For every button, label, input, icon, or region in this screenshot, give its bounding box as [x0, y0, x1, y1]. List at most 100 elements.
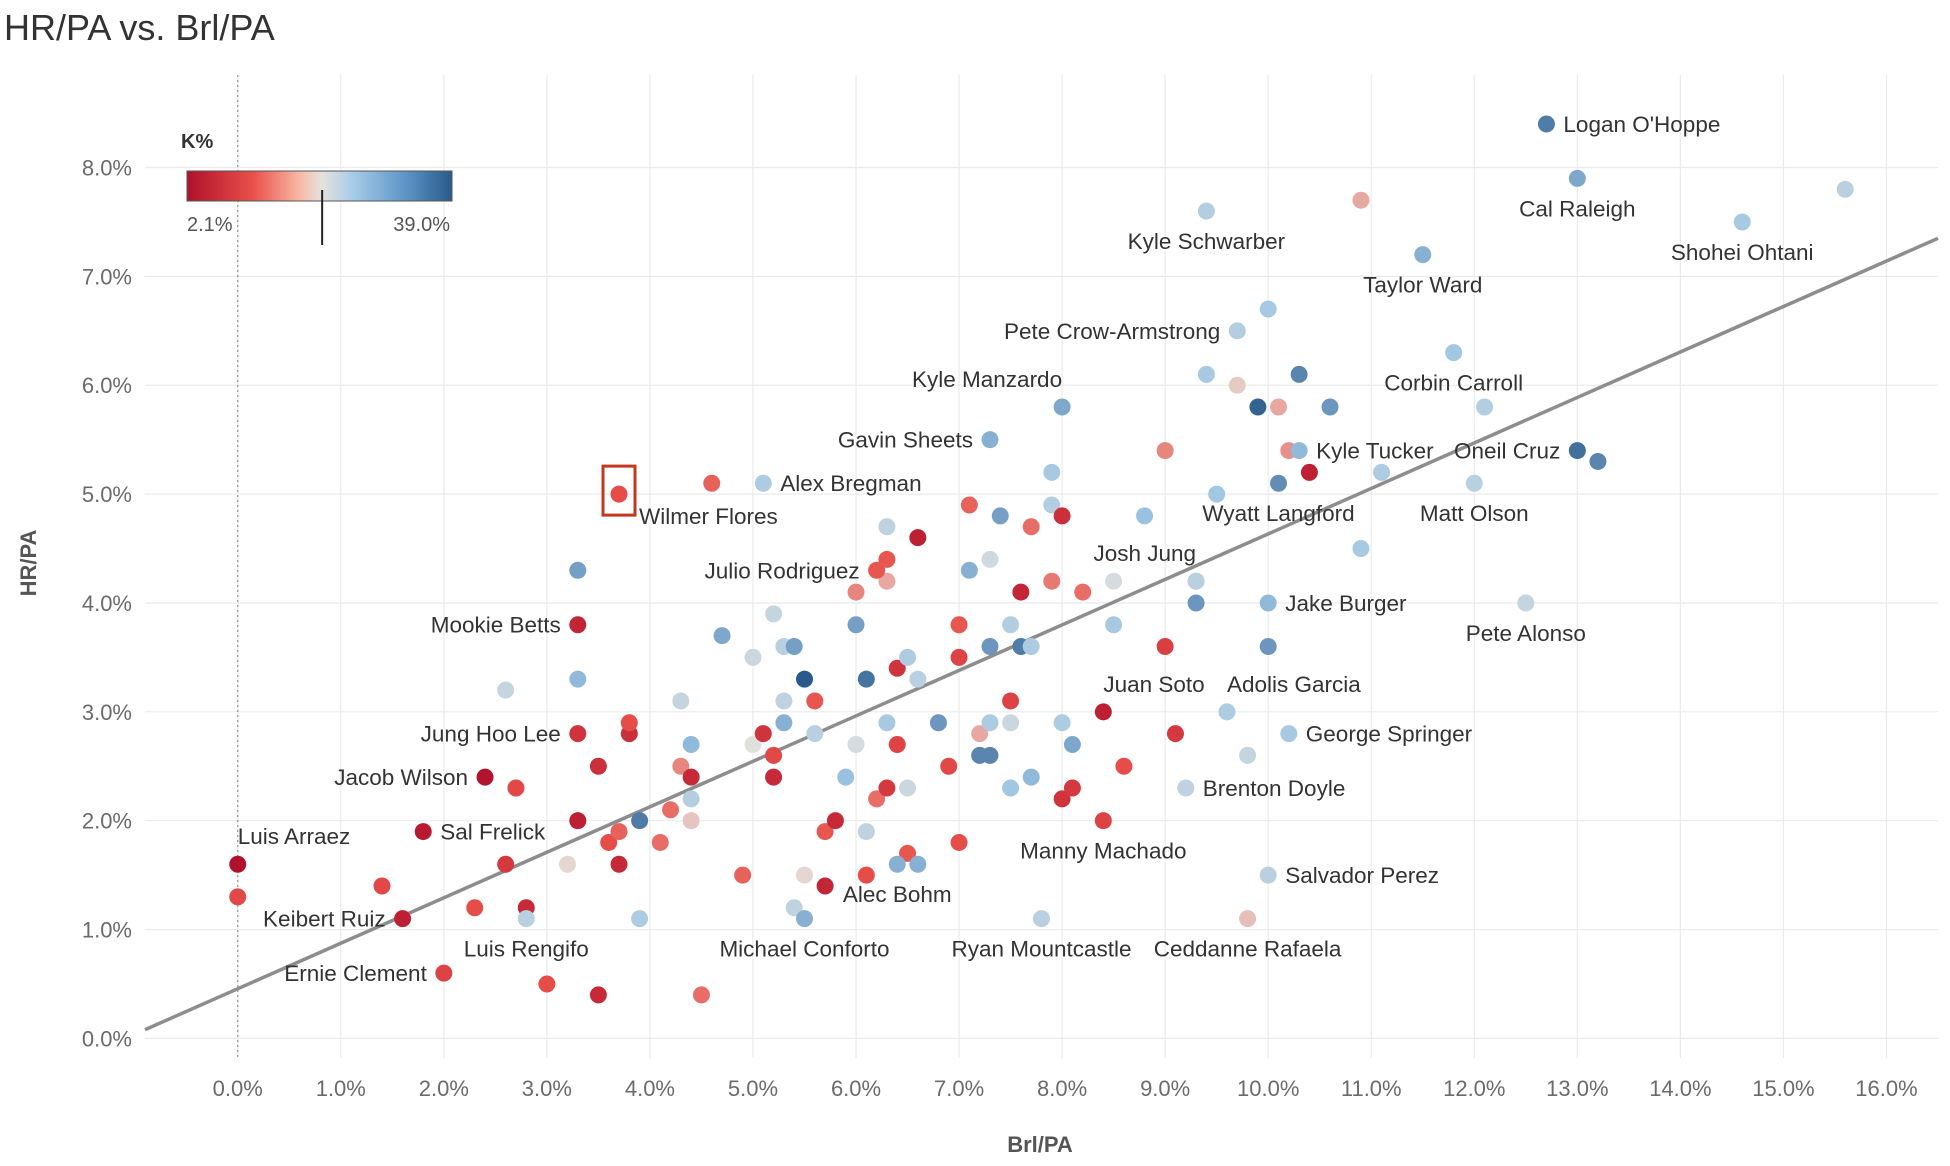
data-point[interactable] [229, 888, 247, 906]
data-point[interactable] [909, 670, 927, 688]
data-point[interactable] [899, 648, 917, 666]
data-point-adolis-garcia[interactable] [1218, 703, 1236, 721]
data-point[interactable] [1476, 398, 1494, 416]
data-point-george-springer[interactable] [1280, 725, 1298, 743]
data-point-jung-hoo-lee[interactable] [569, 725, 587, 743]
data-point-matt-olson[interactable] [1465, 474, 1483, 492]
data-point[interactable] [703, 474, 721, 492]
data-point-alec-bohm[interactable] [888, 855, 906, 873]
data-point[interactable] [775, 692, 793, 710]
data-point-cal-raleigh[interactable] [1568, 169, 1586, 187]
data-point[interactable] [1373, 463, 1391, 481]
data-point[interactable] [734, 866, 752, 884]
data-point[interactable] [589, 757, 607, 775]
data-point-alex-bregman[interactable] [754, 474, 772, 492]
data-point[interactable] [806, 692, 824, 710]
data-point[interactable] [1589, 452, 1607, 470]
data-point[interactable] [1270, 398, 1288, 416]
data-point[interactable] [775, 714, 793, 732]
data-point-luis-arraez[interactable] [229, 855, 247, 873]
data-point[interactable] [878, 518, 896, 536]
data-point[interactable] [610, 855, 628, 873]
data-point[interactable] [981, 638, 999, 656]
data-point-kyle-tucker[interactable] [1290, 442, 1308, 460]
data-point[interactable] [795, 866, 813, 884]
data-point[interactable] [857, 823, 875, 841]
data-point[interactable] [569, 812, 587, 830]
data-point[interactable] [672, 692, 690, 710]
data-point-pete-alonso[interactable] [1517, 594, 1535, 612]
data-point[interactable] [888, 735, 906, 753]
data-point[interactable] [1249, 398, 1267, 416]
data-point[interactable] [847, 583, 865, 601]
data-point[interactable] [950, 648, 968, 666]
data-point[interactable] [1259, 300, 1277, 318]
data-point[interactable] [662, 801, 680, 819]
data-point[interactable] [569, 561, 587, 579]
data-point[interactable] [1002, 692, 1020, 710]
data-point[interactable] [558, 855, 576, 873]
data-point-taylor-ward[interactable] [1414, 246, 1432, 264]
data-point[interactable] [950, 833, 968, 851]
data-point-jake-burger[interactable] [1259, 594, 1277, 612]
data-point[interactable] [672, 757, 690, 775]
data-point[interactable] [857, 866, 875, 884]
data-point[interactable] [857, 670, 875, 688]
data-point[interactable] [497, 681, 515, 699]
data-point[interactable] [765, 746, 783, 764]
data-point-ernie-clement[interactable] [435, 964, 453, 982]
data-point[interactable] [682, 735, 700, 753]
data-point[interactable] [1022, 768, 1040, 786]
data-point[interactable] [538, 975, 556, 993]
data-point[interactable] [1321, 398, 1339, 416]
data-point[interactable] [1053, 714, 1071, 732]
data-point-julio-rodriguez[interactable] [868, 561, 886, 579]
data-point[interactable] [1105, 572, 1123, 590]
data-point[interactable] [1156, 638, 1174, 656]
data-point-kyle-manzardo[interactable] [1053, 398, 1071, 416]
data-point[interactable] [1228, 376, 1246, 394]
data-point[interactable] [1063, 779, 1081, 797]
data-point[interactable] [1208, 485, 1226, 503]
data-point[interactable] [1197, 365, 1215, 383]
data-point[interactable] [765, 768, 783, 786]
data-point[interactable] [620, 714, 638, 732]
data-point-gavin-sheets[interactable] [981, 431, 999, 449]
data-point[interactable] [1105, 616, 1123, 634]
data-point[interactable] [754, 725, 772, 743]
data-point-mookie-betts[interactable] [569, 616, 587, 634]
data-point[interactable] [1002, 779, 1020, 797]
data-point[interactable] [1300, 463, 1318, 481]
data-point[interactable] [909, 855, 927, 873]
data-point[interactable] [1836, 180, 1854, 198]
data-point[interactable] [1352, 540, 1370, 558]
data-point[interactable] [497, 855, 515, 873]
data-point[interactable] [1022, 638, 1040, 656]
data-point[interactable] [878, 572, 896, 590]
data-point[interactable] [631, 812, 649, 830]
data-point[interactable] [692, 986, 710, 1004]
data-point[interactable] [785, 638, 803, 656]
data-point-salvador-perez[interactable] [1259, 866, 1277, 884]
data-point[interactable] [868, 790, 886, 808]
data-point[interactable] [1043, 463, 1061, 481]
data-point[interactable] [507, 779, 525, 797]
data-point-juan-soto[interactable] [1094, 703, 1112, 721]
data-point[interactable] [816, 877, 834, 895]
data-point[interactable] [1259, 638, 1277, 656]
data-point[interactable] [960, 496, 978, 514]
data-point-kyle-schwarber[interactable] [1197, 202, 1215, 220]
data-point[interactable] [981, 550, 999, 568]
data-point[interactable] [651, 833, 669, 851]
data-point-pete-crow-armstrong[interactable] [1228, 322, 1246, 340]
data-point[interactable] [981, 714, 999, 732]
data-point[interactable] [878, 714, 896, 732]
data-point[interactable] [713, 627, 731, 645]
data-point[interactable] [878, 550, 896, 568]
data-point[interactable] [795, 670, 813, 688]
data-point[interactable] [847, 616, 865, 634]
data-point[interactable] [765, 605, 783, 623]
data-point[interactable] [1166, 725, 1184, 743]
data-point-corbin-carroll[interactable] [1445, 344, 1463, 362]
data-point[interactable] [1043, 572, 1061, 590]
